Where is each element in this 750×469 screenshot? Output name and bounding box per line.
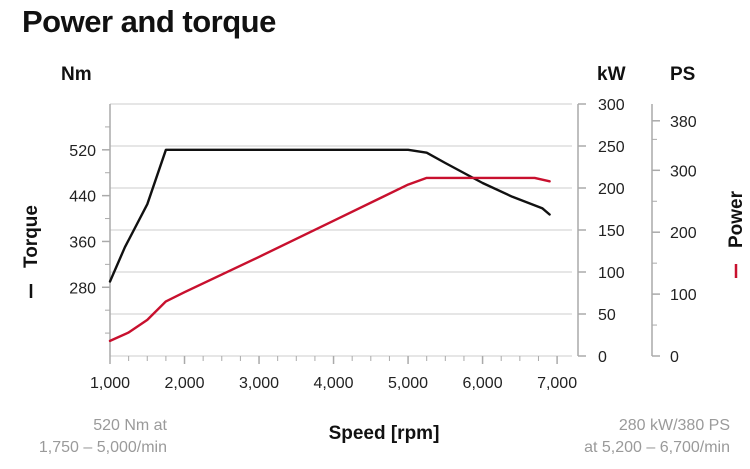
torque-tick-label: 280 [69, 280, 96, 297]
x-tick-label: 1,000 [90, 375, 130, 392]
power-note-line1: 280 kW/380 PS [618, 417, 730, 434]
x-tick-label: 5,000 [388, 375, 428, 392]
kw-tick-label: 50 [598, 307, 616, 324]
ps-tick-label: 100 [670, 287, 697, 304]
torque-axis-title: Torque [21, 205, 42, 298]
torque-tick-label: 440 [69, 189, 96, 206]
torque-unit-label: Nm [61, 64, 92, 85]
power-line [108, 176, 551, 343]
torque-tick-label: 520 [69, 143, 96, 160]
torque-note-line2: 1,750 – 5,000/min [38, 439, 167, 456]
x-tick-label: 3,000 [239, 375, 279, 392]
torque-note: 520 Nm at 1,750 – 5,000/min [12, 415, 167, 459]
x-axis-label: Speed [rpm] [329, 423, 440, 444]
kw-unit-label: kW [597, 64, 626, 85]
kw-tick-label: 150 [598, 223, 625, 240]
torque-line [108, 148, 551, 283]
power-note-line2: at 5,200 – 6,700/min [584, 439, 730, 456]
chart-title: Power and torque [22, 4, 276, 39]
kw-tick-label: 0 [598, 349, 607, 366]
axes [102, 103, 660, 364]
x-tick-label: 6,000 [463, 375, 503, 392]
kw-tick-label: 200 [598, 181, 625, 198]
power-note: 280 kW/380 PS at 5,200 – 6,700/min [530, 415, 730, 459]
x-tick-label: 4,000 [314, 375, 354, 392]
kw-tick-label: 250 [598, 139, 625, 156]
torque-tick-label: 360 [69, 234, 96, 251]
torque-axis-label: Torque [21, 205, 42, 268]
power-axis-label: Power [726, 190, 747, 248]
torque-note-line1: 520 Nm at [93, 417, 167, 434]
x-tick-label: 7,000 [537, 375, 577, 392]
power-axis-title: Power [726, 190, 747, 278]
x-tick-label: 2,000 [164, 375, 204, 392]
ps-tick-label: 300 [670, 163, 697, 180]
tick-labels: 280 360 440 520 0 50 100 150 200 250 300 0 100 200 300… [69, 97, 697, 392]
series-lines [108, 148, 551, 343]
kw-tick-label: 300 [598, 97, 625, 114]
grid-lines [110, 103, 572, 357]
ps-tick-label: 380 [670, 114, 697, 131]
ps-tick-label: 200 [670, 225, 697, 242]
ps-tick-label: 0 [670, 349, 679, 366]
kw-tick-label: 100 [598, 265, 625, 282]
ps-unit-label: PS [670, 64, 695, 85]
